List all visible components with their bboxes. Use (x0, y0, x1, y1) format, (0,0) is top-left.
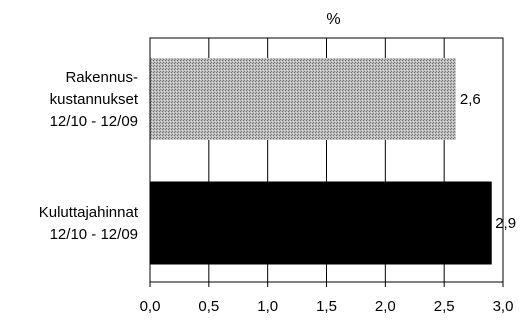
bars (149, 58, 492, 265)
category-label: 12/10 - 12/09 (50, 113, 138, 130)
chart-title: % (326, 11, 340, 28)
category-label: Rakennus- (65, 69, 138, 86)
bar-value-label: 2,6 (460, 91, 481, 108)
x-tick-label: 0,0 (140, 298, 161, 315)
x-tick-label: 1,0 (257, 298, 278, 315)
labels: % 0,0 0,5 1,0 1,5 2,0 2,5 3,0 2,6 Rakennus-kustan… (39, 11, 516, 315)
x-tick-label: 1,5 (316, 298, 337, 315)
x-tick-label: 2,0 (375, 298, 396, 315)
category-label: Kuluttajahinnat (39, 204, 139, 221)
bar-0 (150, 58, 456, 140)
bar-1 (149, 181, 492, 265)
x-tick-label: 0,5 (198, 298, 219, 315)
bar-value-label: 2,9 (495, 215, 516, 232)
plot-frame (149, 37, 504, 283)
x-tick-label: 3,0 (493, 298, 514, 315)
category-label: 12/10 - 12/09 (50, 226, 138, 243)
category-label: kustannukset (50, 91, 139, 108)
x-tick-label: 2,5 (434, 298, 455, 315)
plot-border (149, 37, 504, 283)
